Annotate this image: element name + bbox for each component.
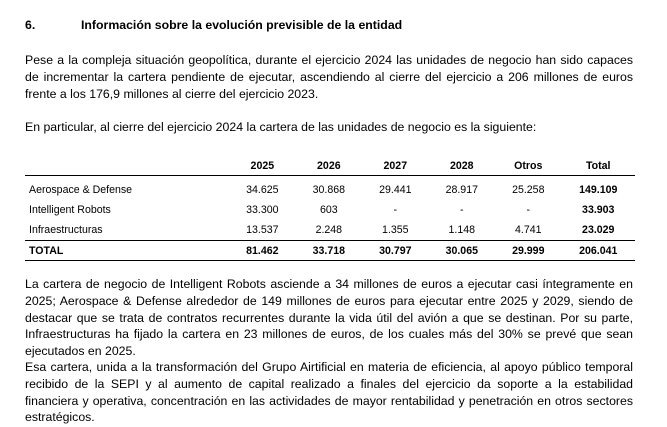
table-cell: 34.625 — [229, 175, 296, 200]
section-title: Información sobre la evolución previsibl… — [81, 18, 403, 32]
header-cell: 2025 — [250, 160, 275, 172]
backlog-table: 2025 2026 2027 2028 Otros Total Aerospac… — [25, 157, 635, 261]
total-cell: 29.999 — [495, 240, 562, 261]
table-cell: 30.868 — [295, 175, 363, 200]
row-total-cell: 23.029 — [582, 224, 615, 236]
table-cell: 29.441 — [362, 175, 429, 200]
table-cell: 28.917 — [428, 175, 496, 200]
header-cell — [25, 157, 229, 176]
paragraph-outlook: Esa cartera, unida a la transformación d… — [25, 360, 633, 425]
table-cell: - — [393, 204, 398, 216]
section-heading: 6. Información sobre la evolución previsi… — [25, 18, 402, 32]
table-cell: 4.741 — [515, 224, 542, 236]
table-row: Intelligent Robots 33.300 603 - - - 33.9… — [25, 200, 635, 220]
table-cell: 1.355 — [382, 224, 409, 236]
table-row: Infraestructuras 13.537 2.248 1.355 1.14… — [25, 220, 635, 241]
row-total-cell: 149.109 — [561, 175, 635, 200]
table-header-row: 2025 2026 2027 2028 Otros Total — [25, 157, 635, 176]
table-cell: 2.248 — [315, 224, 343, 236]
total-cell: 30.065 — [428, 240, 496, 261]
paragraph-intro: Pese a la compleja situación geopolítica… — [25, 53, 633, 101]
paragraph-table-intro: En particular, al cierre del ejercicio 2… — [25, 120, 537, 134]
section-number: 6. — [25, 18, 36, 32]
grand-total-cell: 206.041 — [561, 240, 635, 261]
header-cell: 2026 — [317, 160, 341, 172]
table-cell: 25.258 — [495, 175, 562, 200]
total-cell: 33.718 — [295, 240, 363, 261]
table-cell: - — [460, 204, 464, 216]
table-row: Aerospace & Defense 34.625 30.868 29.441… — [25, 175, 635, 200]
total-cell: 30.797 — [362, 240, 429, 261]
total-cell: 81.462 — [229, 240, 296, 261]
header-cell: 2027 — [383, 160, 408, 172]
table-cell: 1.148 — [448, 224, 476, 236]
paragraph-backlog-detail: La cartera de negocio de Intelligent Rob… — [25, 277, 633, 359]
row-label: Intelligent Robots — [29, 204, 111, 216]
table-cell: 33.300 — [246, 204, 279, 216]
header-cell: 2028 — [450, 160, 474, 172]
total-label: TOTAL — [25, 240, 230, 261]
row-label: Aerospace & Defense — [25, 175, 230, 200]
row-total-cell: 33.903 — [582, 204, 615, 216]
table-cell: - — [526, 204, 531, 216]
table-total-row: TOTAL 81.462 33.718 30.797 30.065 29.999… — [25, 240, 635, 261]
table-cell: 603 — [319, 204, 338, 216]
header-cell: Total — [585, 160, 611, 172]
header-cell: Otros — [514, 160, 543, 172]
table-cell: 13.537 — [246, 224, 279, 236]
row-label: Infraestructuras — [29, 224, 103, 236]
